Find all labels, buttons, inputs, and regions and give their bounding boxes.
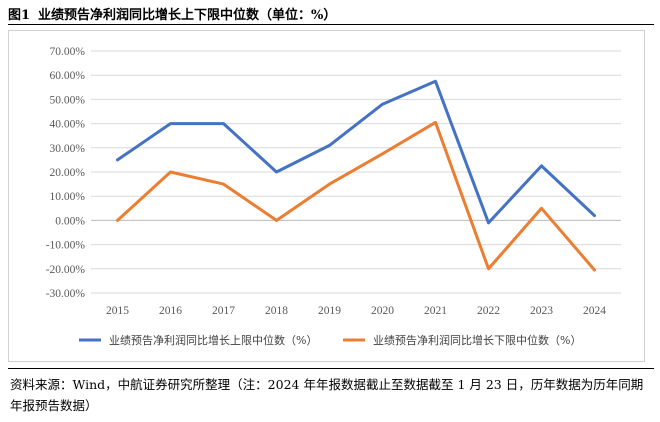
x-tick-label: 2021 xyxy=(424,305,447,317)
y-tick-label: -30.00% xyxy=(46,288,86,300)
figure-number: 图1 xyxy=(8,8,31,23)
y-tick-label: 10.00% xyxy=(50,191,86,203)
x-tick-label: 2023 xyxy=(530,305,553,317)
series-lines xyxy=(116,79,596,272)
y-tick-label: -10.00% xyxy=(46,240,86,252)
x-tick-label: 2024 xyxy=(583,305,606,317)
series-line-lower xyxy=(116,120,596,272)
legend: 业绩预告净利润同比增长上限中位数（%） 业绩预告净利润同比增长下限中位数（%） xyxy=(79,333,581,347)
y-tick-label: 30.00% xyxy=(50,143,86,155)
x-tick-label: 2015 xyxy=(106,305,129,317)
source-note: 资料来源：Wind，中航证券研究所整理（注：2024 年年报数据截止至数据截至 … xyxy=(10,377,644,413)
source-rule xyxy=(8,368,654,369)
y-tick-label: 50.00% xyxy=(50,94,86,106)
series-line-upper xyxy=(116,79,596,225)
y-tick-label: 60.00% xyxy=(50,70,86,82)
gridlines xyxy=(91,50,621,294)
line-chart: 70.00% 60.00% 50.00% 40.00% 30.00% 20.00% 10.0… xyxy=(46,46,621,347)
x-tick-label: 2018 xyxy=(265,305,288,317)
x-tick-label: 2022 xyxy=(477,305,500,317)
chart-area: 70.00% 60.00% 50.00% 40.00% 30.00% 20.00% 10.0… xyxy=(8,30,645,362)
x-tick-label: 2019 xyxy=(318,305,341,317)
title-rule xyxy=(8,24,654,25)
y-tick-label: -20.00% xyxy=(46,264,86,276)
y-axis-tick-labels: 70.00% 60.00% 50.00% 40.00% 30.00% 20.00% 10.0… xyxy=(46,46,86,300)
y-tick-label: 70.00% xyxy=(50,46,86,58)
legend-label: 业绩预告净利润同比增长下限中位数（%） xyxy=(373,333,581,347)
x-axis-tick-labels: 2015 2016 2017 2018 2019 2020 2021 2022 2023 2024 xyxy=(106,305,606,317)
x-tick-label: 2020 xyxy=(371,305,394,317)
y-tick-label: 20.00% xyxy=(50,167,86,179)
y-tick-label: 40.00% xyxy=(50,119,86,131)
figure-title-text: 业绩预告净利润同比增长上下限中位数（单位：%） xyxy=(38,8,337,23)
figure-title: 图1 业绩预告净利润同比增长上下限中位数（单位：%） xyxy=(8,4,336,23)
x-tick-label: 2016 xyxy=(159,305,182,317)
y-tick-label: 0.00% xyxy=(55,215,85,227)
legend-label: 业绩预告净利润同比增长上限中位数（%） xyxy=(109,333,317,347)
x-tick-label: 2017 xyxy=(212,305,235,317)
